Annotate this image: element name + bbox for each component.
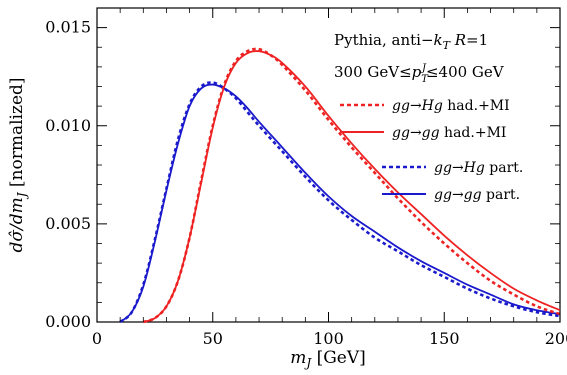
series-line-gg-gg-part- xyxy=(119,83,561,323)
curves-layer xyxy=(119,47,561,324)
x-axis-label: mJ [GeV] xyxy=(290,348,366,370)
legend-label-gg-hg-had: gg→Hg had.+MI xyxy=(392,98,510,114)
x-tick-label: 100 xyxy=(313,329,344,348)
x-tick-label: 150 xyxy=(429,329,460,348)
y-tick-label: 0.015 xyxy=(45,18,91,37)
y-axis-label: dσ̂/dmJ [normalized] xyxy=(7,77,29,252)
y-tick-label: 0.000 xyxy=(45,312,91,331)
tick-labels-layer: 0 50 100 150 200 0.000 0.005 0.010 0.015 xyxy=(45,18,567,348)
ticks-layer xyxy=(96,7,561,323)
legend-label-gg-gg-had: gg→gg had.+MI xyxy=(392,125,506,141)
series-line-gg-hg-had-mi xyxy=(142,47,561,324)
series-line-gg-gg-had-mi xyxy=(143,50,561,323)
annotation-generator: Pythia, anti−kT R=1 xyxy=(334,31,488,52)
y-tick-label: 0.010 xyxy=(45,116,91,135)
annotation-pt-range: 300 GeV≤pTJ≤400 GeV xyxy=(334,63,505,85)
legend-label-gg-gg-part: gg→gg part. xyxy=(434,187,520,203)
legend: gg→Hg had.+MI gg→gg had.+MI gg→Hg part. … xyxy=(340,98,523,203)
x-tick-label: 200 xyxy=(545,329,567,348)
x-tick-label: 0 xyxy=(92,329,102,348)
y-tick-label: 0.005 xyxy=(45,214,91,233)
series-line-gg-hg-part- xyxy=(119,81,561,324)
legend-label-gg-hg-part: gg→Hg part. xyxy=(434,160,523,176)
x-tick-label: 50 xyxy=(203,329,223,348)
